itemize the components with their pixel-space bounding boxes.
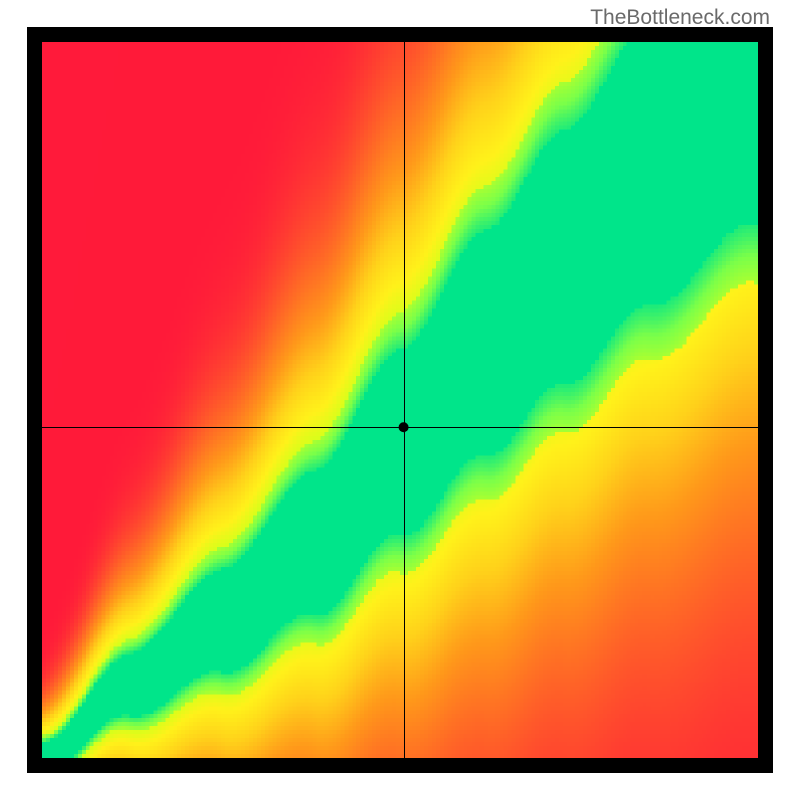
watermark-text: TheBottleneck.com (590, 6, 770, 30)
plot-frame (27, 27, 773, 773)
plot-area (42, 42, 758, 758)
crosshair-overlay (42, 42, 758, 758)
